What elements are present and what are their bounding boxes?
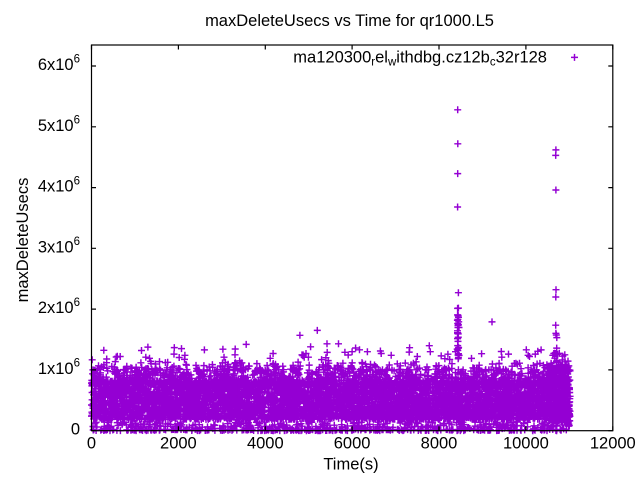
svg-text:0: 0 [87,435,96,453]
svg-text:Time(s): Time(s) [323,456,378,474]
svg-text:8000: 8000 [421,435,458,453]
svg-text:5x106: 5x106 [38,115,80,135]
svg-text:4x106: 4x106 [38,175,80,195]
svg-text:6x106: 6x106 [38,54,80,74]
svg-text:6000: 6000 [334,435,371,453]
svg-text:2x106: 2x106 [38,297,80,317]
svg-text:3x106: 3x106 [38,236,80,256]
svg-text:maxDeleteUsecs vs Time for qr1: maxDeleteUsecs vs Time for qr1000.L5 [205,12,494,30]
svg-text:0: 0 [71,421,80,439]
svg-text:2000: 2000 [160,435,197,453]
svg-text:4000: 4000 [247,435,284,453]
svg-text:ma120300relwithdbg.cz12bc32r12: ma120300relwithdbg.cz12bc32r128 [293,49,547,69]
svg-text:10000: 10000 [503,435,549,453]
svg-text:maxDeleteUsecs: maxDeleteUsecs [14,178,32,303]
svg-text:12000: 12000 [590,435,636,453]
svg-text:1x106: 1x106 [38,358,80,378]
